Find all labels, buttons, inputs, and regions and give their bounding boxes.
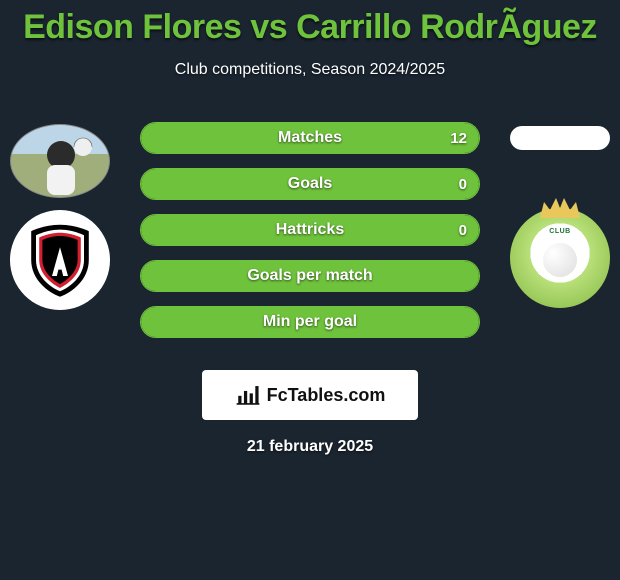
page-subtitle: Club competitions, Season 2024/2025 — [0, 61, 620, 79]
brand-badge: FcTables.com — [202, 370, 418, 420]
stat-bar-row: Goals per match — [140, 260, 480, 292]
bar-chart-icon — [235, 384, 261, 406]
left-player-silhouette-icon — [11, 125, 110, 198]
bar-value-right: 12 — [450, 130, 467, 147]
bar-label: Min per goal — [141, 313, 479, 331]
content-root: Edison Flores vs Carrillo RodrÃ­guez Clu… — [0, 0, 620, 580]
stat-bar-row: Goals0 — [140, 168, 480, 200]
date-line: 21 february 2025 — [140, 438, 480, 456]
right-club-logo: CLUB — [510, 208, 610, 308]
right-player-photo — [510, 126, 610, 150]
right-side-column: CLUB — [500, 100, 620, 308]
stat-bars: Matches12Goals0Hattricks0Goals per match… — [140, 122, 480, 338]
bar-label: Goals per match — [141, 267, 479, 285]
stat-bar-row: Hattricks0 — [140, 214, 480, 246]
bar-value-right: 0 — [459, 222, 467, 239]
bar-label: Hattricks — [141, 221, 479, 239]
bar-label: Matches — [141, 129, 479, 147]
soccer-ball-icon — [543, 243, 577, 277]
bar-value-right: 0 — [459, 176, 467, 193]
brand-text: FcTables.com — [267, 385, 386, 406]
stat-bar-row: Matches12 — [140, 122, 480, 154]
left-player-photo — [10, 124, 110, 198]
left-club-logo — [10, 210, 110, 310]
page-title: Edison Flores vs Carrillo RodrÃ­guez — [0, 0, 620, 47]
crown-icon — [540, 198, 580, 218]
atlas-shield-icon — [20, 220, 100, 300]
santos-logo-text: CLUB — [510, 228, 610, 235]
stat-bar-row: Min per goal — [140, 306, 480, 338]
bar-label: Goals — [141, 175, 479, 193]
footer-block: FcTables.com 21 february 2025 — [140, 354, 480, 456]
left-side-column — [0, 100, 120, 310]
